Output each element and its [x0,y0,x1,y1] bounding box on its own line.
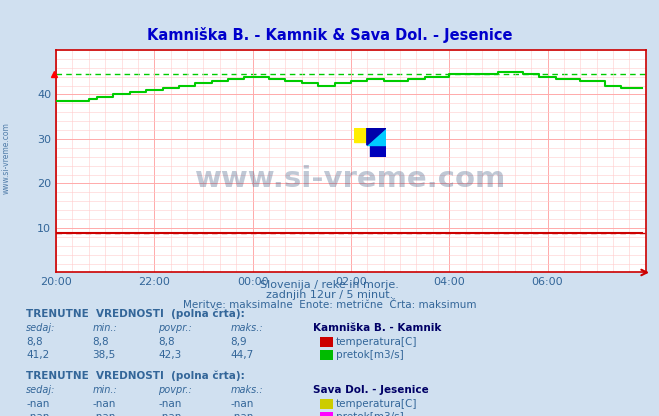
Text: min.:: min.: [92,323,117,333]
Text: sedaj:: sedaj: [26,385,56,395]
Text: 41,2: 41,2 [26,350,49,360]
Text: pretok[m3/s]: pretok[m3/s] [336,350,404,360]
Text: temperatura[C]: temperatura[C] [336,337,418,347]
Bar [354,128,370,142]
Text: Sava Dol. - Jesenice: Sava Dol. - Jesenice [313,385,429,395]
Text: pretok[m3/s]: pretok[m3/s] [336,412,404,416]
Text: TRENUTNE  VREDNOSTI  (polna črta):: TRENUTNE VREDNOSTI (polna črta): [26,371,245,381]
Text: 8,8: 8,8 [92,337,109,347]
Text: -nan: -nan [92,412,115,416]
Text: www.si-vreme.com: www.si-vreme.com [195,165,507,193]
Text: -nan: -nan [92,399,115,409]
Text: 8,9: 8,9 [231,337,247,347]
Text: -nan: -nan [26,399,49,409]
Text: maks.:: maks.: [231,323,264,333]
Text: Slovenija / reke in morje.: Slovenija / reke in morje. [260,280,399,290]
Text: -nan: -nan [231,399,254,409]
Text: Meritve: maksimalne  Enote: metrične  Črta: maksimum: Meritve: maksimalne Enote: metrične Črta… [183,300,476,310]
Text: -nan: -nan [158,399,181,409]
Text: temperatura[C]: temperatura[C] [336,399,418,409]
Text: povpr.:: povpr.: [158,385,192,395]
Polygon shape [367,128,386,145]
Text: Kamniška B. - Kamnik: Kamniška B. - Kamnik [313,323,442,333]
Text: -nan: -nan [231,412,254,416]
Text: maks.:: maks.: [231,385,264,395]
Bar [370,142,386,157]
Text: 8,8: 8,8 [158,337,175,347]
Text: zadnjih 12ur / 5 minut.: zadnjih 12ur / 5 minut. [266,290,393,300]
Text: TRENUTNE  VREDNOSTI  (polna črta):: TRENUTNE VREDNOSTI (polna črta): [26,309,245,319]
Text: www.si-vreme.com: www.si-vreme.com [2,122,11,194]
Polygon shape [367,128,386,145]
Text: povpr.:: povpr.: [158,323,192,333]
Text: -nan: -nan [26,412,49,416]
Text: min.:: min.: [92,385,117,395]
Text: -nan: -nan [158,412,181,416]
Text: 8,8: 8,8 [26,337,43,347]
Text: 38,5: 38,5 [92,350,115,360]
Text: 44,7: 44,7 [231,350,254,360]
Text: Kamniška B. - Kamnik & Sava Dol. - Jesenice: Kamniška B. - Kamnik & Sava Dol. - Jesen… [147,27,512,43]
Text: 42,3: 42,3 [158,350,181,360]
Text: sedaj:: sedaj: [26,323,56,333]
